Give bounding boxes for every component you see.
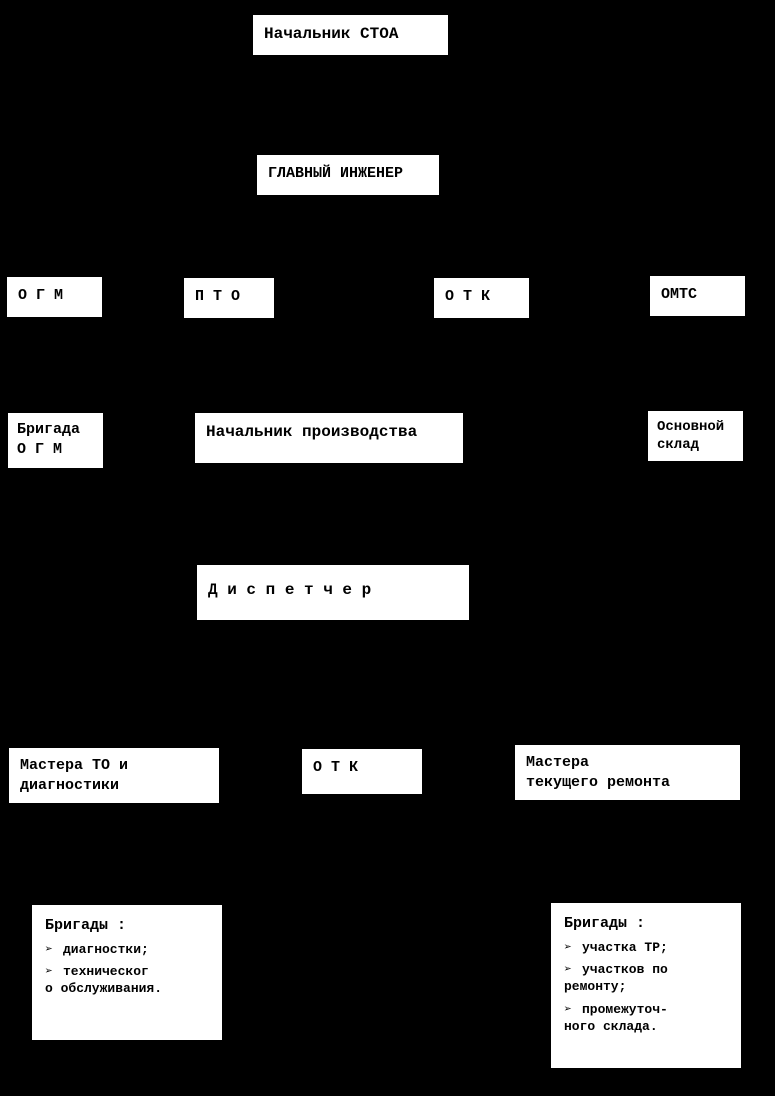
label-chief-engineer: ГЛАВНЫЙ ИНЖЕНЕР [268,165,403,182]
box-masters-repair: Мастера текущего ремонта [515,745,740,800]
box-ogm: О Г М [7,277,102,317]
box-otk: О Т К [434,278,529,318]
box-dispatcher: Д и с п е т ч е р [197,565,469,620]
box-pto: П Т О [184,278,274,318]
label-mr-2: текущего ремонта [526,774,670,791]
label-otk-2: О Т К [313,759,358,776]
label-dispatcher: Д и с п е т ч е р [208,581,371,599]
box-omts: ОМТС [650,276,745,316]
brigade-left-item2: техническог о обслуживания. [45,964,209,998]
label-mto-2: диагностики [20,777,119,794]
box-brigades-left: Бригады : диагностки; техническог о обсл… [32,905,222,1040]
label-production-head: Начальник производства [206,423,417,441]
box-chief-engineer: ГЛАВНЫЙ ИНЖЕНЕР [257,155,439,195]
brigade-left-title: Бригады : [45,916,209,936]
label-mr-1: Мастера [526,754,589,771]
brigade-right-title: Бригады : [564,914,728,934]
label-brigada-ogm-1: Бригада [17,421,80,438]
box-masters-to: Мастера ТО и диагностики [9,748,219,803]
brigade-right-item3: промежуточ- ного склада. [564,1002,728,1036]
brigade-right-item1: участка ТР; [564,940,728,957]
label-mw-1: Основной [657,419,724,435]
label-omts: ОМТС [661,286,697,303]
box-head-stoa: Начальник СТОА [253,15,448,55]
label-otk: О Т К [445,288,490,305]
brigade-right-item2: участков по ремонту; [564,962,728,996]
brigade-left-item1: диагностки; [45,942,209,959]
box-production-head: Начальник производства [195,413,463,463]
box-main-warehouse: Основной склад [648,411,743,461]
box-brigada-ogm: Бригада О Г М [8,413,103,468]
label-brigada-ogm-2: О Г М [17,441,62,458]
label-mto-1: Мастера ТО и [20,757,128,774]
label-mw-2: склад [657,437,699,453]
box-brigades-right: Бригады : участка ТР; участков по ремонт… [551,903,741,1068]
box-otk-2: О Т К [302,749,422,794]
label-ogm: О Г М [18,287,63,304]
label-pto: П Т О [195,288,240,305]
label-head-stoa: Начальник СТОА [264,25,398,43]
